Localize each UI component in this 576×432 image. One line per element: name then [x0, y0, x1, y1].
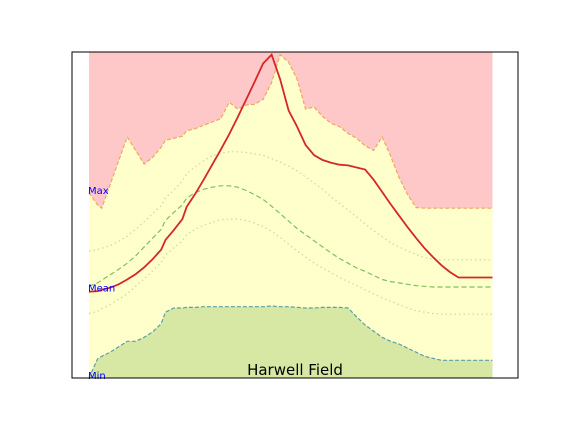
annotation-min: Min	[88, 371, 106, 382]
mean-line	[88, 185, 493, 288]
record-high-area	[88, 52, 493, 209]
annotation-max: Max	[88, 186, 109, 197]
plot-area	[88, 52, 493, 378]
normal-range-band	[89, 54, 493, 378]
lower-percentile-line	[88, 218, 493, 315]
annotations: Max Mean Min	[88, 186, 115, 382]
actual-line	[88, 53, 493, 293]
annotation-mean: Mean	[88, 283, 115, 294]
record-low-line	[88, 305, 493, 378]
upper-percentile-line	[88, 151, 493, 261]
record-high-line	[88, 53, 493, 210]
record-low-area	[88, 306, 493, 378]
chart-title: Harwell Field	[247, 361, 343, 379]
plot-frame	[71, 51, 519, 379]
